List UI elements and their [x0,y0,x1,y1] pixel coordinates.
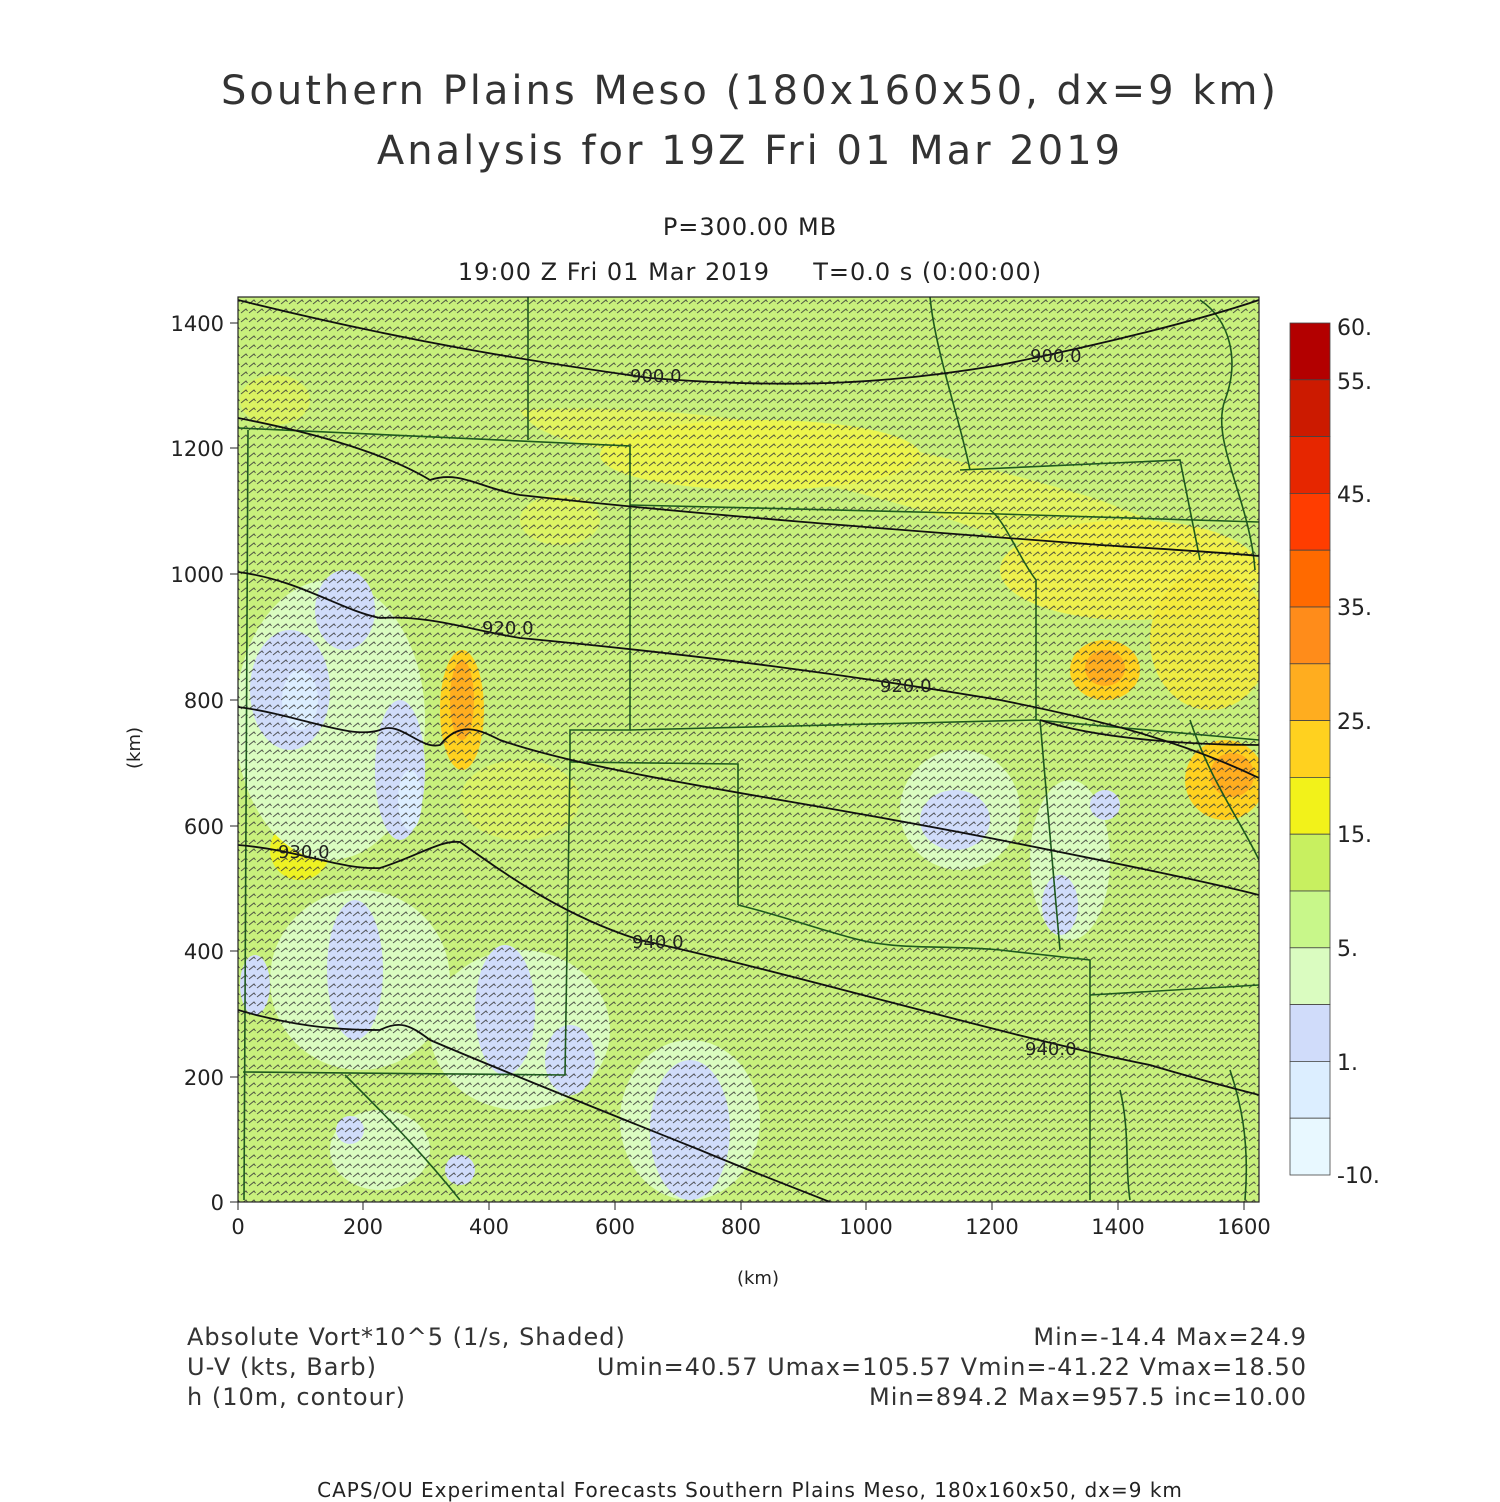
colorbar-label: 5. [1337,937,1358,962]
colorbar-label: 60. [1337,316,1372,341]
x-tick-label: 1200 [965,1215,1018,1239]
y-tick-label: 800 [184,689,224,713]
y-axis-label: (km) [124,727,145,769]
colorbar-segment [1289,1004,1331,1062]
colorbar-segment [1289,379,1331,437]
x-tick-label: 0 [231,1215,244,1239]
y-tick-label: 0 [211,1191,224,1215]
contour-label: 940.0 [632,932,684,953]
contour-label: 930.0 [278,842,330,863]
contour-label: 920.0 [880,676,932,697]
colorbar-segment [1289,833,1331,892]
y-tick-label: 400 [184,940,224,964]
colorbar-segment [1289,322,1331,381]
x-tick-label: 1400 [1091,1215,1144,1239]
y-tick-label: 1000 [171,563,224,587]
valid-time-label: 19:00 Z Fri 01 Mar 2019 T=0.0 s (0:00:00… [457,258,1043,286]
colorbar-segment [1289,1117,1331,1176]
colorbar-label: 1. [1337,1051,1358,1076]
wind-field-name: U-V (kts, Barb) [187,1353,377,1381]
colorbar-segment [1289,720,1331,778]
colorbar-labels: 60. 55. 45. 35. 25. 15. 5. 1. -10. [1337,316,1380,1189]
colorbar-segment [1289,436,1331,494]
y-tick-label: 600 [184,815,224,839]
vorticity-field-stats: Min=-14.4 Max=24.9 [1033,1323,1307,1351]
x-tick-label: 1000 [839,1215,892,1239]
plot-frame [237,296,1260,1203]
x-tick-label: 800 [721,1215,761,1239]
colorbar-label: 45. [1337,483,1372,508]
y-tick-label: 200 [184,1066,224,1090]
x-tick-label: 1600 [1217,1215,1270,1239]
state-boundaries [238,297,1259,1201]
height-field-stats: Min=894.2 Max=957.5 inc=10.00 [869,1383,1307,1411]
colorbar-label: 15. [1337,823,1372,848]
vorticity-shading [238,297,1259,1202]
colorbar-segment [1289,777,1331,835]
contour-labels: 900.0 900.0 920.0 920.0 930.0 940.0 940.… [278,346,1082,1060]
y-axis-ticks [230,322,238,1203]
contour-label: 900.0 [1030,346,1082,367]
map-title-line1: Southern Plains Meso (180x160x50, dx=9 k… [220,68,1280,114]
x-tick-label: 200 [343,1215,383,1239]
height-contours [238,299,1259,1202]
contour-label: 920.0 [482,618,534,639]
x-axis-label: (km) [737,1268,779,1289]
y-tick-label: 1200 [171,437,224,461]
colorbar [1289,322,1331,1176]
y-tick-labels: 0 200 400 600 800 1000 1200 1400 [171,312,224,1215]
x-tick-labels: 0 200 400 600 800 1000 1200 1400 1600 [231,1215,1270,1239]
colorbar-segment [1289,606,1331,665]
wind-field-stats: Umin=40.57 Umax=105.57 Vmin=-41.22 Vmax=… [596,1353,1307,1381]
x-axis-ticks [237,1202,1245,1210]
contour-label: 940.0 [1025,1039,1077,1060]
y-tick-label: 1400 [171,312,224,336]
colorbar-segment [1289,549,1331,608]
colorbar-label: 35. [1337,596,1372,621]
footer-credit: CAPS/OU Experimental Forecasts Southern … [317,1478,1183,1502]
colorbar-segment [1289,947,1331,1005]
contour-label: 900.0 [630,366,682,387]
colorbar-segment [1289,492,1331,551]
map-title-line2: Analysis for 19Z Fri 01 Mar 2019 [376,128,1124,174]
x-tick-label: 400 [469,1215,509,1239]
pressure-level-label: P=300.00 MB [662,213,838,241]
colorbar-segment [1289,1061,1331,1119]
x-tick-label: 600 [595,1215,635,1239]
colorbar-segment [1289,663,1331,721]
colorbar-label: 25. [1337,710,1372,735]
colorbar-segment [1289,890,1331,949]
colorbar-label: -10. [1337,1164,1380,1189]
vorticity-field-name: Absolute Vort*10^5 (1/s, Shaded) [187,1323,626,1351]
colorbar-label: 55. [1337,370,1372,395]
height-field-name: h (10m, contour) [187,1383,407,1411]
